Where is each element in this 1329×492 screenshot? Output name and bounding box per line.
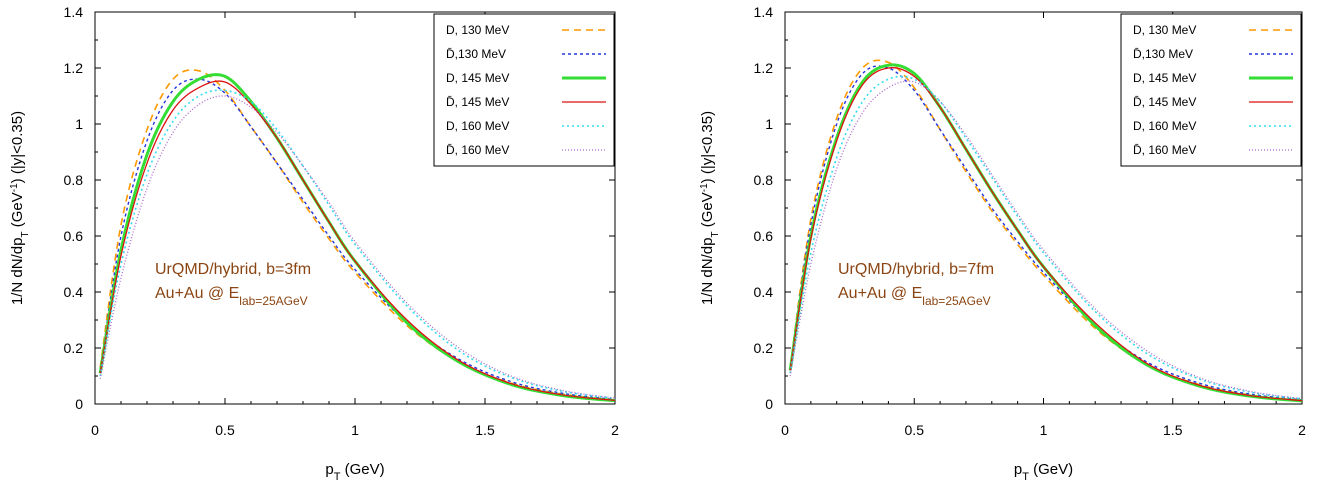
legend-label: D, 130 MeV <box>446 23 509 37</box>
y-tick-label: 0.8 <box>754 172 774 188</box>
y-tick-label: 1.4 <box>64 4 84 20</box>
series-line-4 <box>789 67 1303 402</box>
x-tick-label: 1.5 <box>475 422 495 438</box>
y-tick-label: 0.6 <box>64 228 84 244</box>
annotation-text: Au+Au @ Elab=25AGeV <box>155 285 308 308</box>
x-tick-label: 0 <box>91 422 99 438</box>
y-tick-label: 1 <box>75 116 83 132</box>
legend-label: D̄,130 MeV <box>446 47 506 61</box>
series-line-2 <box>99 78 616 401</box>
series-line-5 <box>99 89 616 400</box>
x-axis-label: pT (GeV) <box>325 461 384 483</box>
x-tick-label: 1 <box>351 422 359 438</box>
y-tick-label: 0.2 <box>64 340 84 356</box>
y-tick-label: 0.4 <box>64 284 84 300</box>
annotation-text: UrQMD/hybrid, b=7fm <box>838 261 994 278</box>
chart-panel-1: 0 0.5 1 1.5 2 0 0.2 0.4 0.6 0.8 1 1.2 1.4 pT (GeV) 1/N… <box>9 4 620 483</box>
legend-label: D̄, 145 MeV <box>1133 95 1196 109</box>
y-axis-label: 1/N dN/dpT (GeV-1) (|y|<0.35) <box>699 111 721 305</box>
y-tick-label: 0 <box>765 396 773 412</box>
y-tick-label: 1.2 <box>64 60 84 76</box>
y-tick-label: 1 <box>765 116 773 132</box>
legend-label: D̄, 145 MeV <box>446 95 509 109</box>
series-line-5 <box>789 75 1303 400</box>
y-tick-label: 0.2 <box>754 340 774 356</box>
y-tick-label: 1.2 <box>754 60 774 76</box>
y-tick-label: 0.8 <box>64 172 84 188</box>
legend-label: D̄, 160 MeV <box>1133 143 1196 157</box>
x-tick-label: 1.5 <box>1163 422 1183 438</box>
x-tick-label: 2 <box>1298 422 1306 438</box>
x-tick-label: 0.5 <box>905 422 925 438</box>
y-axis-label: 1/N dN/dpT (GeV-1) (|y|<0.35) <box>9 111 31 305</box>
annotation-text: Au+Au @ Elab=25AGeV <box>838 285 991 308</box>
legend-label: D̄, 160 MeV <box>446 143 509 157</box>
x-tick-label: 0.5 <box>215 422 235 438</box>
x-axis-label: pT (GeV) <box>1014 461 1073 483</box>
legend-label: D, 160 MeV <box>446 119 509 133</box>
chart-panel-2: 0 0.5 1 1.5 2 0 0.2 0.4 0.6 0.8 1 1.2 1.4 pT (GeV) 1/N… <box>699 4 1307 483</box>
x-tick-label: 2 <box>611 422 619 438</box>
x-tick-label: 1 <box>1040 422 1048 438</box>
y-tick-label: 0.4 <box>754 284 774 300</box>
series-line-4 <box>99 80 616 402</box>
x-tick-label: 0 <box>781 422 789 438</box>
y-tick-label: 1.4 <box>754 4 774 20</box>
legend-box <box>433 13 615 167</box>
legend-label: D, 145 MeV <box>1133 71 1196 85</box>
legend-label: D, 130 MeV <box>1133 23 1196 37</box>
legend-box <box>1120 13 1302 167</box>
annotation-text: UrQMD/hybrid, b=3fm <box>155 261 311 278</box>
legend-label: D̄,130 MeV <box>1133 47 1193 61</box>
y-tick-label: 0 <box>75 396 83 412</box>
y-tick-label: 0.6 <box>754 228 774 244</box>
series-line-6 <box>99 95 616 399</box>
legend-label: D, 160 MeV <box>1133 119 1196 133</box>
legend-label: D, 145 MeV <box>446 71 509 85</box>
